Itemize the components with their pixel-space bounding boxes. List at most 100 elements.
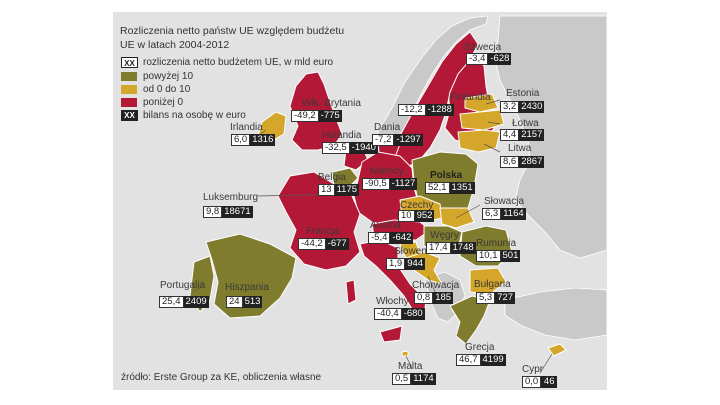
per-capita-value: 727: [495, 292, 516, 304]
net-value: 3,2: [500, 101, 520, 113]
non-eu-turkey: [504, 287, 608, 341]
per-capita-value: -1940: [349, 142, 378, 154]
country-name-germany: Niemcy: [370, 166, 404, 177]
region-sicily: [379, 325, 403, 343]
value-badge-denmark: -7,2 -1297: [372, 134, 423, 146]
legend-per-capita-marker: XX: [121, 109, 138, 121]
value-badge-finland: -12,2 -1288: [398, 104, 454, 116]
per-capita-value: -628: [488, 53, 512, 65]
country-name-cyprus: Cypr: [522, 364, 544, 375]
country-name-croatia: Chorwacja: [412, 280, 460, 291]
country-name-bulgaria: Bułgaria: [474, 279, 511, 290]
net-value: 6,0: [231, 134, 251, 146]
region-sardinia: [345, 279, 357, 305]
country-name-romania: Rumunia: [476, 238, 517, 249]
region-latvia: [459, 109, 505, 131]
per-capita-value: -680: [401, 308, 425, 320]
net-value: -44,2: [298, 238, 326, 250]
per-capita-value: -677: [325, 238, 349, 250]
net-value: 10: [398, 210, 415, 222]
net-value: -90,5: [362, 178, 390, 190]
value-badge-luxembourg: 9,8 18671: [203, 206, 253, 218]
net-value: 24: [226, 296, 243, 308]
value-badge-portugal: 25,4 2409: [159, 296, 209, 308]
legend-label-below-0: poniżej 0: [143, 96, 184, 108]
country-name-malta: Malta: [398, 361, 423, 372]
country-name-denmark: Dania: [374, 122, 401, 133]
country-name-italy: Włochy: [376, 296, 409, 307]
net-value: 13: [318, 184, 335, 196]
per-capita-value: 952: [414, 210, 435, 222]
value-badge-slovakia: 6,3 1164: [482, 208, 526, 220]
region-malta: [401, 350, 409, 357]
value-badge-spain: 24 513: [226, 296, 263, 308]
per-capita-value: -775: [318, 110, 342, 122]
legend-label-above-10: powyżej 10: [143, 70, 194, 82]
per-capita-value: 1316: [250, 134, 276, 146]
value-badge-belgium: 13 1175: [318, 184, 360, 196]
country-name-lithuania: Litwa: [508, 143, 532, 154]
per-capita-value: 185: [433, 292, 454, 304]
per-capita-value: 513: [242, 296, 263, 308]
country-name-belgium: Belgia: [318, 172, 346, 183]
country-name-slovakia: Słowacja: [484, 196, 525, 207]
value-badge-germany: -90,5 -1127: [362, 178, 418, 190]
net-value: 10,1: [476, 250, 501, 262]
net-value: 5,3: [476, 292, 496, 304]
non-eu-east: [494, 15, 608, 259]
value-badge-romania: 10,1 501: [476, 250, 521, 262]
net-value: -40,4: [374, 308, 402, 320]
country-name-portugal: Portugalia: [160, 280, 206, 291]
country-name-slovenia: Słowenia: [394, 246, 435, 257]
legend-swatch-0-to-10: [121, 84, 137, 94]
per-capita-value: 18671: [222, 206, 253, 218]
value-badge-bulgaria: 5,3 727: [476, 292, 516, 304]
per-capita-value: 1175: [334, 184, 360, 196]
per-capita-value: 2867: [519, 156, 545, 168]
country-name-austria: Austria: [370, 220, 402, 231]
source-note: źródło: Erste Group za KE, obliczenia wł…: [121, 372, 322, 383]
per-capita-value: -642: [390, 232, 414, 244]
legend-box-label: rozliczenia netto budżetem UE, w mld eur…: [143, 56, 334, 68]
net-value: 4,4: [500, 129, 520, 141]
net-value: -3,4: [466, 53, 489, 65]
value-badge-croatia: 0,8 185: [414, 292, 454, 304]
per-capita-value: 501: [500, 250, 521, 262]
net-value: 0,5: [392, 373, 412, 385]
country-name-netherlands: Holandia: [322, 130, 362, 141]
value-badge-czechia: 10 952: [398, 210, 435, 222]
value-badge-malta: 0,5 1174: [392, 373, 436, 385]
legend-swatch-below-0: [121, 97, 137, 107]
per-capita-value: 1174: [411, 373, 436, 385]
per-capita-value: 2409: [183, 296, 209, 308]
value-badge-netherlands: -32,5 -1940: [322, 142, 378, 154]
legend-swatch-above-10: [121, 71, 137, 81]
net-value: 9,8: [203, 206, 223, 218]
legend-item-0-to-10: od 0 do 10: [121, 83, 190, 95]
net-value: 46,7: [456, 354, 481, 366]
legend-box-marker: XX: [121, 56, 138, 68]
map-title-line-1: Rozliczenia netto państw UE względem bud…: [120, 25, 345, 37]
country-name-finland: Finlandia: [450, 92, 491, 103]
value-badge-estonia: 3,2 2430: [500, 101, 545, 113]
country-name-spain: Hiszpania: [225, 282, 269, 293]
country-name-latvia: Łotwa: [512, 118, 539, 129]
per-capita-value: -1297: [394, 134, 423, 146]
per-capita-value: 1164: [501, 208, 526, 220]
net-value: 8,6: [500, 156, 520, 168]
per-capita-value: 2157: [519, 129, 545, 141]
region-estonia: [464, 93, 499, 113]
value-badge-austria: -5,4 -642: [368, 232, 414, 244]
net-value: 6,3: [482, 208, 502, 220]
net-value: 0,8: [414, 292, 434, 304]
value-badge-greece: 46,7 4199: [456, 354, 506, 366]
legend-box-row: XX rozliczenia netto budżetem UE, w mld …: [121, 56, 333, 68]
legend-label-0-to-10: od 0 do 10: [143, 83, 191, 95]
legend-per-capita-label: bilans na osobę w euro: [143, 109, 246, 121]
net-value: 0,0: [522, 376, 542, 388]
net-value: 52,1: [425, 182, 450, 194]
legend-item-below-0: poniżej 0: [121, 96, 183, 108]
value-badge-lithuania: 8,6 2867: [500, 156, 545, 168]
net-value: 1,9: [386, 258, 406, 270]
